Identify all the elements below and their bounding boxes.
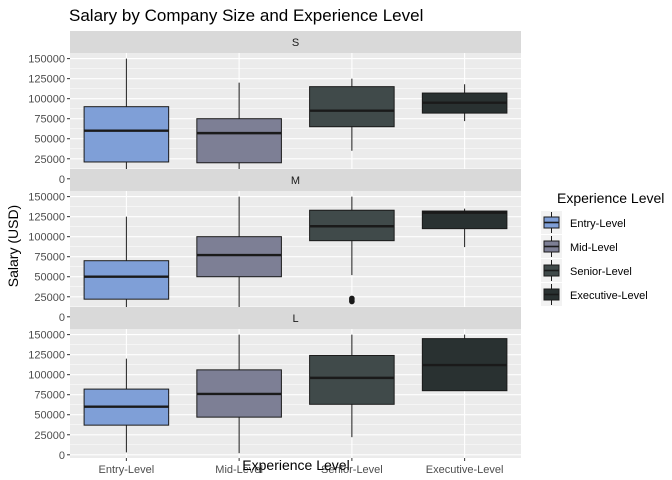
- facet-strip-label: L: [292, 313, 298, 325]
- box-executive-level: [421, 84, 508, 122]
- facet-panels: S 0 25000 50000 75000 100000 125000 150000 M 0 250…: [28, 31, 521, 462]
- y-tick-label: 50000: [34, 272, 65, 284]
- facet-strip: [70, 169, 521, 191]
- y-tick-label: 100000: [28, 370, 65, 382]
- outlier-point: [349, 295, 355, 302]
- box-senior-level: [309, 196, 395, 305]
- facet-M: M 0 25000 50000 75000 100000 125000 150000: [28, 169, 521, 324]
- box-senior-level: [309, 334, 395, 438]
- box-iqr: [83, 106, 170, 163]
- legend-item-entry-level: Entry-Level: [541, 211, 626, 234]
- box-executive-level: [421, 334, 508, 392]
- box-mid-level: [196, 196, 282, 315]
- x-tick-label: Entry-Level: [99, 464, 155, 476]
- facet-strip-label: M: [291, 175, 300, 187]
- box-mid-level: [196, 334, 282, 454]
- box-iqr: [196, 236, 282, 278]
- legend-label: Executive-Level: [570, 290, 648, 302]
- box-senior-level: [309, 78, 395, 151]
- facet-S: S 0 25000 50000 75000 100000 125000 150000: [28, 31, 521, 186]
- box-iqr: [309, 86, 395, 128]
- legend-label: Mid-Level: [570, 242, 618, 254]
- legend-item-mid-level: Mid-Level: [541, 235, 618, 258]
- box-entry-level: [83, 216, 170, 315]
- x-tick-label: Senior-Level: [321, 464, 383, 476]
- legend-label: Senior-Level: [570, 266, 632, 278]
- y-tick-label: 100000: [28, 94, 65, 106]
- facet-strip: [70, 307, 521, 329]
- box-entry-level: [83, 358, 170, 453]
- y-tick-label: 25000: [34, 292, 65, 304]
- y-tick-label: 150000: [28, 192, 65, 204]
- y-tick-label: 150000: [28, 330, 65, 342]
- box-iqr: [309, 354, 395, 405]
- chart-title: Salary by Company Size and Experience Le…: [69, 6, 423, 25]
- legend-label: Entry-Level: [570, 218, 626, 230]
- box-iqr: [421, 210, 508, 230]
- y-tick-label: 25000: [34, 154, 65, 166]
- box-iqr: [83, 260, 170, 300]
- y-axis-title: Salary (USD): [5, 205, 21, 287]
- x-axis: Entry-Level Mid-Level Senior-Level Executiv…: [99, 458, 504, 476]
- legend-title: Experience Level: [557, 190, 664, 206]
- x-tick-label: Mid-Level: [215, 464, 263, 476]
- y-tick-label: 0: [59, 174, 65, 186]
- facet-strip: [70, 31, 521, 53]
- facet-L: L 0 25000 50000 75000 100000 125000 150000: [28, 307, 521, 462]
- x-tick-label: Executive-Level: [426, 464, 504, 476]
- box-entry-level: [83, 58, 170, 175]
- panel-background: [70, 191, 521, 320]
- y-tick-label: 25000: [34, 430, 65, 442]
- y-tick-label: 0: [59, 312, 65, 324]
- y-tick-label: 75000: [34, 114, 65, 126]
- y-tick-label: 75000: [34, 390, 65, 402]
- x-axis-title: Experience Level: [242, 457, 349, 473]
- y-tick-label: 50000: [34, 134, 65, 146]
- legend-item-senior-level: Senior-Level: [541, 259, 632, 282]
- y-tick-label: 125000: [28, 74, 65, 86]
- facet-strip-label: S: [292, 37, 299, 49]
- y-tick-label: 125000: [28, 350, 65, 362]
- legend: Experience Level Entry-Level Mid-Level Sen…: [541, 190, 664, 306]
- y-tick-label: 125000: [28, 212, 65, 224]
- y-tick-label: 100000: [28, 232, 65, 244]
- y-tick-label: 50000: [34, 410, 65, 422]
- y-tick-label: 0: [59, 450, 65, 462]
- box-executive-level: [421, 208, 508, 248]
- box-iqr: [196, 118, 282, 164]
- legend-item-executive-level: Executive-Level: [541, 283, 648, 306]
- y-tick-label: 75000: [34, 252, 65, 264]
- y-tick-label: 150000: [28, 54, 65, 66]
